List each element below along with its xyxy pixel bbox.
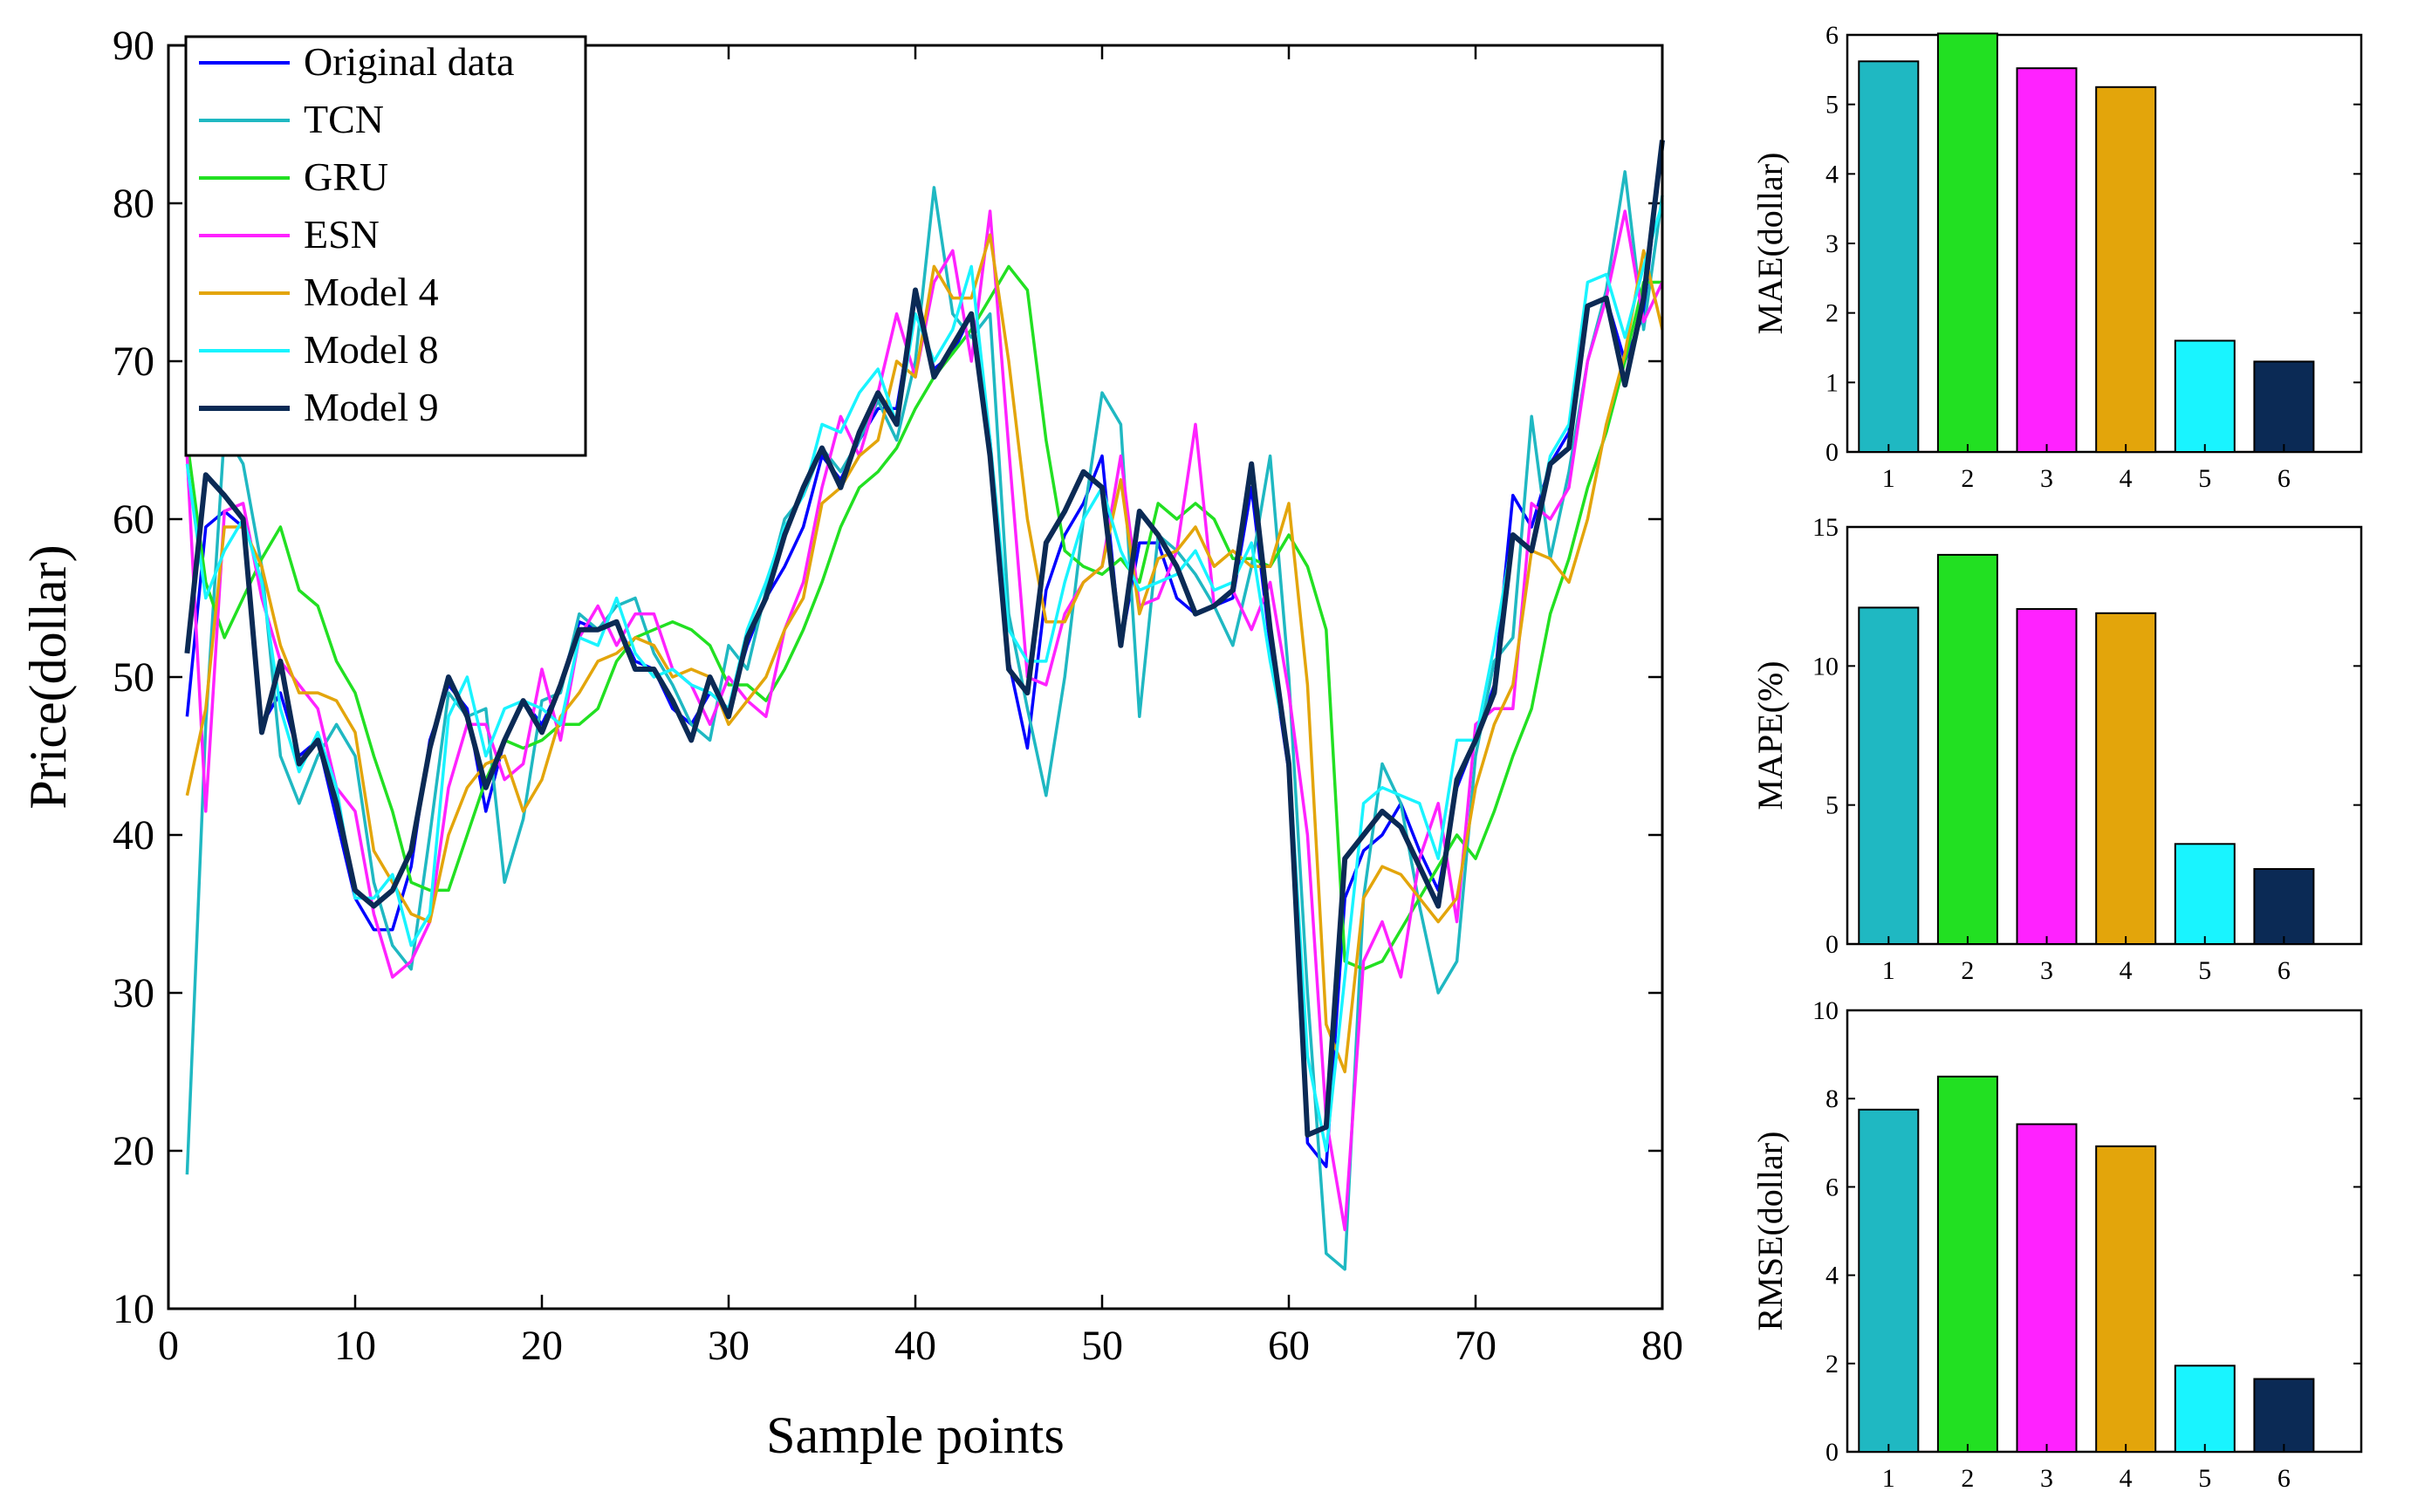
mape-bar-chart: 0 5 10 15 1 2 3 4 5 6 MAPE(%) [1750, 513, 2363, 985]
mape-bar-6 [2253, 868, 2315, 945]
x-tick-label: 40 [894, 1323, 936, 1369]
rmse-y-tick-label: 4 [1825, 1262, 1839, 1290]
x-tick-label: 70 [1455, 1323, 1497, 1369]
rmse-y-tick-label: 10 [1812, 996, 1839, 1025]
rmse-x-tick-label: 3 [2040, 1464, 2053, 1493]
y-tick-label: 70 [113, 339, 154, 385]
rmse-bar-1 [1858, 1108, 1920, 1454]
y-tick-label: 10 [113, 1286, 154, 1332]
x-tick-label: 60 [1268, 1323, 1310, 1369]
series-line-model-9 [184, 140, 1665, 1138]
main-y-axis-title: Price(dollar) [19, 544, 77, 809]
main-plot-frame [167, 44, 1664, 1310]
y-tick-label: 30 [113, 970, 154, 1016]
rmse-bar-6 [2253, 1378, 2315, 1453]
rmse-y-axis-title: RMSE(dollar) [1750, 1132, 1790, 1331]
rmse-y-tick-label: 0 [1825, 1438, 1839, 1467]
mae-bar-6 [2253, 360, 2315, 453]
mae-y-tick-label: 0 [1825, 438, 1839, 467]
y-tick-label: 20 [113, 1128, 154, 1174]
mape-x-tick-label: 1 [1882, 956, 1895, 985]
mae-x-tick-label: 3 [2040, 464, 2053, 493]
mape-y-axis-title: MAPE(%) [1750, 660, 1790, 810]
y-tick-label: 60 [113, 496, 154, 543]
mae-y-tick-label: 2 [1825, 299, 1839, 328]
y-tick-label: 90 [113, 23, 154, 69]
mae-x-tick-label: 6 [2277, 464, 2291, 493]
rmse-x-tick-label: 5 [2198, 1464, 2211, 1493]
rmse-x-tick-label: 1 [1882, 1464, 1895, 1493]
rmse-x-tick-label: 6 [2277, 1464, 2291, 1493]
mae-bar-1 [1858, 60, 1920, 454]
mae-y-axis-title: MAE(dollar) [1750, 153, 1790, 335]
legend-label-original-data: Original data [304, 39, 514, 84]
mae-y-tick-label: 6 [1825, 21, 1839, 50]
mae-x-tick-label: 4 [2120, 464, 2133, 493]
mae-x-tick-label: 5 [2198, 464, 2211, 493]
y-tick-label: 80 [113, 181, 154, 227]
mae-y-tick-label: 4 [1825, 160, 1839, 188]
mae-x-tick-label: 2 [1961, 464, 1974, 493]
mape-bar-4 [2095, 612, 2157, 945]
mae-x-tick-label: 1 [1882, 464, 1895, 493]
mape-y-tick-label: 5 [1825, 791, 1839, 820]
mape-bar-3 [2016, 608, 2078, 945]
mape-y-tick-label: 0 [1825, 930, 1839, 959]
rmse-bar-2 [1936, 1075, 1998, 1454]
mape-y-tick-label: 15 [1812, 513, 1839, 542]
mape-x-tick-label: 4 [2120, 956, 2133, 985]
mae-bar-4 [2095, 86, 2157, 454]
mape-bar-2 [1936, 553, 1998, 946]
y-tick-label: 50 [113, 654, 154, 701]
mape-x-tick-label: 2 [1961, 956, 1974, 985]
x-tick-label: 20 [521, 1323, 563, 1369]
y-tick-label: 40 [113, 812, 154, 859]
mae-y-tick-label: 5 [1825, 91, 1839, 120]
legend-label-model-4: Model 4 [304, 270, 439, 314]
main-series-lines [184, 140, 1665, 1271]
series-line-tcn [185, 170, 1664, 1271]
x-tick-label: 80 [1641, 1323, 1683, 1369]
x-tick-label: 0 [158, 1323, 179, 1369]
legend-label-gru: GRU [304, 154, 388, 199]
legend: Original data TCN GRU ESN Model 4 Model 8 Mode… [184, 35, 587, 457]
mape-y-tick-label: 10 [1812, 652, 1839, 681]
legend-box [184, 35, 587, 457]
mae-bar-chart: 0 1 2 3 4 5 6 1 2 3 4 5 6 MAE(dollar) [1750, 21, 2363, 493]
x-tick-label: 10 [334, 1323, 376, 1369]
legend-label-model-9: Model 9 [304, 385, 439, 429]
rmse-bar-3 [2016, 1123, 2078, 1453]
legend-label-tcn: TCN [304, 97, 384, 141]
mape-x-tick-label: 3 [2040, 956, 2053, 985]
legend-label-model-8: Model 8 [304, 327, 439, 372]
mape-bar-1 [1858, 606, 1920, 946]
mape-bar-5 [2174, 843, 2236, 945]
rmse-bar-4 [2095, 1145, 2157, 1454]
mape-x-tick-label: 5 [2198, 956, 2211, 985]
rmse-bar-5 [2174, 1365, 2236, 1454]
mape-x-tick-label: 6 [2277, 956, 2291, 985]
mae-bar-5 [2174, 339, 2236, 453]
rmse-x-tick-label: 4 [2120, 1464, 2133, 1493]
main-x-axis-title: Sample points [766, 1406, 1065, 1464]
x-tick-label: 50 [1081, 1323, 1123, 1369]
legend-label-esn: ESN [304, 212, 380, 257]
x-tick-label: 30 [708, 1323, 750, 1369]
mae-bar-2 [1936, 32, 1998, 454]
rmse-y-tick-label: 2 [1825, 1350, 1839, 1379]
mae-y-tick-label: 1 [1825, 368, 1839, 397]
rmse-y-tick-label: 8 [1825, 1084, 1839, 1113]
rmse-y-tick-label: 6 [1825, 1173, 1839, 1201]
mae-bar-3 [2016, 67, 2078, 453]
rmse-x-tick-label: 2 [1961, 1464, 1974, 1493]
mae-y-tick-label: 3 [1825, 229, 1839, 258]
